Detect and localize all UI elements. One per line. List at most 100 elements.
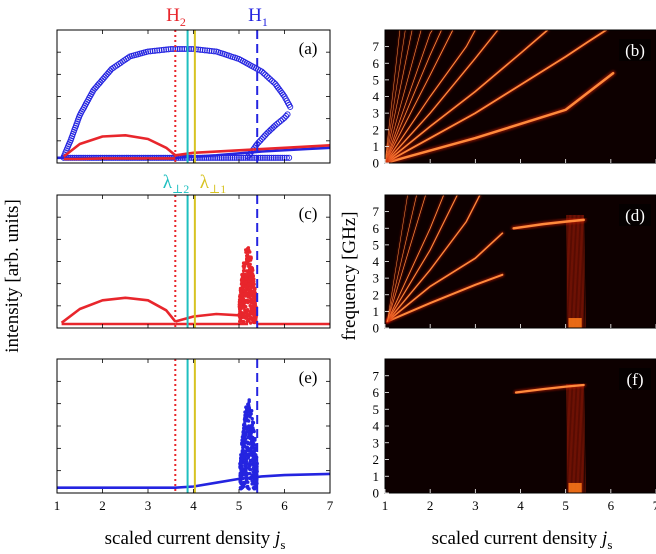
burst-point	[250, 479, 254, 483]
frequency-ridge	[385, 30, 433, 163]
series-marker	[204, 47, 211, 54]
frequency-ridge	[385, 30, 406, 163]
x-tick-label: 3	[472, 498, 479, 513]
series-marker	[287, 103, 294, 110]
burst-point	[241, 433, 245, 437]
marker-subscript: 2	[180, 15, 186, 29]
burst-point	[248, 453, 253, 457]
series-marker	[266, 154, 273, 161]
x-tick-label: 2	[427, 498, 434, 513]
x-tick-label: 7	[327, 498, 334, 513]
burst-point	[243, 463, 247, 467]
marker-symbol: H	[166, 5, 180, 26]
series-marker	[272, 122, 279, 129]
x-tick-label: 1	[54, 498, 61, 513]
y-tick-label: 6	[373, 56, 380, 71]
heatmap-background	[385, 359, 656, 493]
y-tick-label: 6	[373, 385, 380, 400]
series-marker	[281, 114, 288, 121]
series-marker	[210, 48, 218, 55]
band-streak	[570, 214, 573, 328]
band-streak	[583, 384, 586, 493]
burst-point	[252, 277, 256, 281]
frequency-ridge	[387, 195, 408, 322]
heatmap-content	[513, 382, 587, 493]
burst-point	[247, 398, 251, 402]
series-line	[62, 134, 330, 158]
series-marker	[197, 46, 204, 53]
y-tick-label: 2	[373, 287, 380, 302]
band-streak	[576, 214, 580, 328]
burst-point	[242, 426, 247, 431]
burst-point	[253, 311, 257, 315]
burst-point	[241, 272, 245, 276]
frequency-ridge	[386, 195, 458, 322]
burst-point	[252, 449, 257, 453]
band-streak	[572, 214, 576, 328]
band-streak	[578, 384, 581, 493]
series-marker	[233, 154, 240, 161]
panel-label: (d)	[625, 206, 645, 225]
y-tick-label: 3	[373, 271, 380, 286]
series-marker	[188, 45, 195, 53]
series-marker	[284, 111, 291, 118]
x-tick-label: 2	[99, 498, 106, 513]
burst-point	[248, 461, 252, 465]
frequency-ridge	[385, 30, 499, 163]
burst-point	[244, 285, 249, 290]
axes-background	[57, 359, 330, 493]
series-marker	[255, 139, 262, 146]
h2-label: H2	[166, 5, 186, 29]
burst-point	[240, 438, 244, 442]
band-streak	[567, 214, 570, 328]
frequency-ridge	[386, 232, 504, 323]
burst-point	[244, 300, 248, 304]
series-marker	[165, 46, 172, 53]
y-tick-label: 1	[373, 469, 380, 484]
burst-point	[247, 300, 251, 304]
burst-point	[242, 423, 246, 427]
series-marker	[274, 120, 281, 127]
y-tick-label: 0	[373, 486, 380, 501]
burst-point	[240, 297, 245, 302]
x-tick-label: 3	[145, 498, 152, 513]
y-tick-label: 7	[373, 39, 380, 54]
burst-point	[242, 288, 246, 293]
right-xlabel: scaled current density js	[432, 528, 613, 552]
series-marker	[124, 54, 132, 61]
series-marker	[151, 47, 158, 54]
panel-a: (a)	[56, 29, 331, 164]
y-tick-label: 7	[373, 368, 380, 383]
band-streak	[568, 384, 572, 493]
band-streak	[574, 214, 577, 328]
frequency-ridge	[386, 195, 445, 322]
burst-point	[241, 451, 245, 455]
band-streak	[571, 214, 574, 328]
series-marker	[261, 154, 269, 161]
burst-point	[248, 311, 252, 315]
series-marker	[154, 47, 161, 54]
y-tick-label: 1	[373, 304, 380, 319]
burst-point	[242, 313, 246, 317]
panel-b: 0 1 23 4 56 7 (b)	[373, 29, 656, 171]
series-marker	[283, 154, 290, 161]
burst-point	[244, 269, 249, 273]
band-streak	[568, 214, 572, 328]
series-line	[60, 296, 177, 324]
y-tick-label: 4	[373, 419, 380, 434]
series-marker	[282, 113, 290, 120]
series-marker	[260, 70, 267, 77]
marker-symbol: λ	[163, 172, 173, 193]
plot-content	[57, 30, 330, 163]
band-hotspot	[568, 318, 582, 328]
marker-subscript: ⊥2	[172, 182, 189, 196]
y-tick-label: 0	[373, 321, 380, 336]
marker-subscript: 1	[262, 15, 268, 29]
series-marker	[262, 71, 269, 78]
series-marker	[169, 45, 177, 53]
band-streak	[574, 384, 577, 493]
band-streak	[576, 384, 580, 493]
burst-point	[247, 403, 251, 407]
frequency-ridge	[385, 30, 401, 163]
frequency-ridge	[385, 71, 615, 163]
